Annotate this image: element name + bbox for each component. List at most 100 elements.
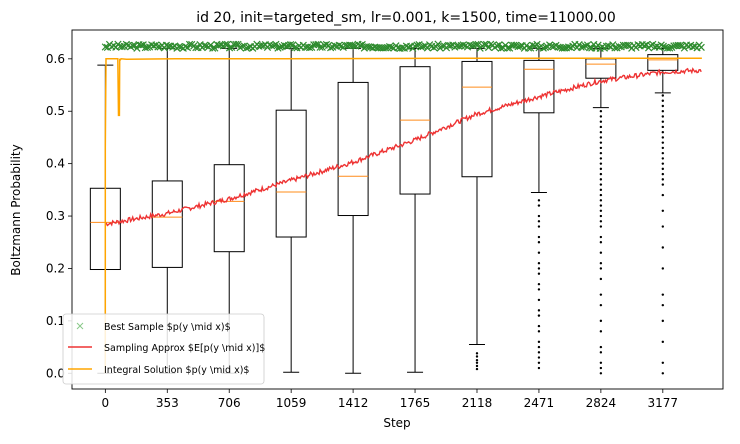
outlier-point [661,157,665,160]
box-body [337,81,369,217]
x-tick-label: 2824 [586,396,617,410]
outlier-point [661,120,665,123]
outlier-point [537,225,541,228]
box-body [585,58,617,79]
outlier-point [537,272,541,275]
best-sample-marker [181,42,189,51]
best-sample-marker [510,41,518,49]
best-sample-marker [223,40,232,48]
outlier-point [599,172,603,176]
best-sample-marker [291,44,299,52]
outlier-point [599,204,603,207]
series-sampling-approx [104,67,702,227]
best-sample-marker [438,42,446,50]
legend: Best Sample $p(y \mid x)$ Sampling Appro… [62,313,265,385]
legend-label-best-sample: Best Sample $p(y \mid x)$ [104,322,231,333]
outlier-point [537,214,541,218]
legend-label-sampling-approx: Sampling Approx $E[p(y \mid x)]$ [104,343,265,354]
outlier-point [537,241,541,244]
outlier-point [661,303,665,307]
outlier-point [599,366,603,370]
outlier-point [599,209,603,213]
box-body [275,109,307,238]
y-tick-label: 0.2 [46,261,65,275]
box-body [213,164,245,253]
best-sample-marker [413,41,421,49]
box-2118 [461,47,493,345]
outlier-point [537,340,541,344]
x-tick-label: 3177 [648,396,679,410]
outlier-point [599,225,603,228]
series-best-sample [101,40,705,52]
outlier-point [599,157,603,160]
plot-layer [89,40,705,375]
outlier-point [661,372,665,375]
outlier-point [599,235,603,239]
legend-marker-best-sample [76,322,84,330]
outlier-point [661,167,665,171]
best-sample-marker [615,42,623,51]
outlier-point [661,162,665,165]
best-sample-marker [200,41,208,50]
box-body [523,59,555,114]
x-tick-label: 1059 [276,396,307,410]
outlier-point [537,288,541,291]
y-tick-label: 0.6 [46,52,65,66]
best-sample-marker [268,42,276,50]
outlier-point [537,267,541,270]
best-sample-marker [169,43,177,51]
y-tick-label: 0.1 [46,314,65,328]
best-sample-marker [533,40,541,49]
best-sample-marker [653,42,661,50]
y-tick-label: 0.5 [46,104,65,118]
outlier-point [661,130,665,134]
best-sample-marker [676,41,684,50]
outlier-point [599,251,603,254]
best-sample-marker [434,40,442,48]
best-sample-marker [322,40,331,49]
best-sample-marker [232,40,240,48]
outlier-point [661,125,665,129]
best-sample-marker [423,44,432,52]
outlier-point [661,193,665,197]
best-sample-marker [609,41,617,49]
best-sample-marker [474,40,482,49]
best-sample-marker [623,41,632,49]
best-sample-marker [411,42,419,50]
outlier-point [599,130,603,134]
box-body [647,54,679,71]
legend-frame [62,313,265,385]
legend-label-integral-solution: Integral Solution $p(y \mid x)$ [104,365,249,376]
outlier-point [599,193,603,197]
best-sample-marker [234,40,242,48]
outlier-point [537,330,541,333]
best-sample-marker [586,44,594,52]
outlier-point [537,314,541,317]
best-sample-marker [455,42,463,50]
outlier-point [661,172,665,176]
outlier-point [661,267,665,270]
best-sample-marker [350,42,358,50]
best-sample-marker [211,44,219,52]
outlier-point [661,141,665,144]
x-tick-label: 353 [156,396,179,410]
best-sample-marker [459,41,467,49]
outlier-point [475,352,479,355]
best-sample-marker [206,41,215,49]
best-sample-marker [398,44,406,52]
outlier-point [661,183,665,186]
best-sample-marker [356,41,364,49]
outlier-point [661,340,665,344]
best-sample-marker [404,43,413,51]
best-sample-marker [495,41,503,49]
outlier-point [537,366,541,370]
outlier-point [537,262,541,265]
best-sample-marker [647,41,655,50]
x-tick-label: 706 [218,396,241,410]
best-sample-marker [305,43,314,52]
x-axis: 0 353 706 1059 1412 1765 2118 2471 2824 3177 [102,389,679,410]
best-sample-marker [611,44,619,52]
y-tick-label: 0.3 [46,209,65,223]
best-sample-marker [316,43,324,51]
best-sample-marker [417,43,425,51]
